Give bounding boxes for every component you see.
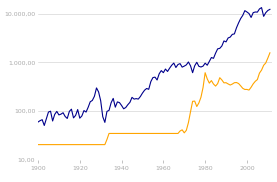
- Line: GOLD: GOLD: [38, 53, 270, 145]
- DJIA: [268, 8, 271, 10]
- DJIA: [218, 47, 221, 50]
- GOLD: [118, 132, 121, 134]
- DJIA: [260, 7, 263, 9]
- Line: DJIA: DJIA: [38, 8, 270, 125]
- GOLD: [36, 144, 40, 146]
- DJIA: [264, 12, 267, 14]
- GOLD: [268, 52, 271, 54]
- DJIA: [168, 67, 171, 69]
- GOLD: [193, 100, 196, 102]
- DJIA: [36, 121, 40, 123]
- DJIA: [195, 61, 198, 63]
- GOLD: [204, 72, 207, 74]
- DJIA: [43, 124, 46, 126]
- GOLD: [216, 82, 219, 85]
- DJIA: [120, 104, 123, 107]
- GOLD: [166, 132, 169, 134]
- GOLD: [260, 69, 263, 71]
- DJIA: [206, 64, 209, 66]
